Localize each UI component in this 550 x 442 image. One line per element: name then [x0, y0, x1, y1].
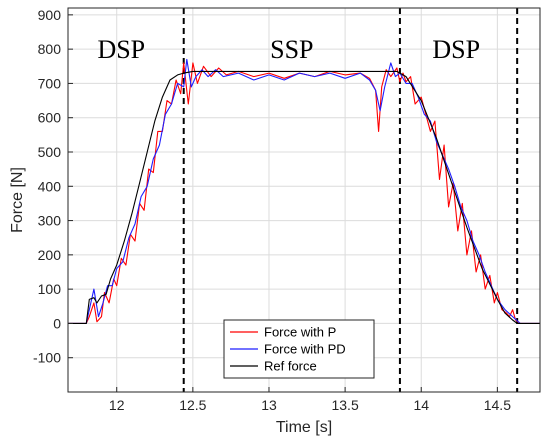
- x-tick-label: 12: [109, 397, 125, 413]
- legend-label: Force with PD: [264, 342, 346, 357]
- x-tick-label: 14: [413, 397, 429, 413]
- y-tick-label: -100: [33, 350, 61, 366]
- plot-frame: [67, 7, 541, 393]
- y-tick-label: 300: [38, 213, 62, 229]
- phase-label: DSP: [97, 35, 145, 64]
- y-axis-title: Force [N]: [9, 167, 26, 233]
- y-tick-label: 400: [38, 178, 62, 194]
- x-tick-label: 13.5: [331, 397, 358, 413]
- series-line: [68, 70, 540, 324]
- ticks: 12 12.5 13 13.5 14 14.5 -100 0 100 200 300 400 500 60…: [33, 7, 511, 413]
- x-tick-label: 13: [261, 397, 277, 413]
- legend-label: Ref force: [264, 359, 317, 374]
- legend-label: Force with P: [264, 325, 336, 340]
- x-tick-label: 12.5: [179, 397, 206, 413]
- y-tick-label: 800: [38, 41, 62, 57]
- x-axis-title: Time [s]: [276, 419, 332, 436]
- y-tick-label: 900: [38, 7, 62, 23]
- phase-boundaries: [182, 8, 519, 392]
- legend: Force with P Force with PD Ref force: [223, 319, 375, 379]
- grid: [68, 8, 540, 392]
- phase-label: SSP: [270, 35, 313, 64]
- y-tick-label: 600: [38, 110, 62, 126]
- y-tick-label: 200: [38, 247, 62, 263]
- series-layer: [68, 58, 540, 324]
- y-tick-label: 0: [53, 315, 61, 331]
- y-tick-label: 100: [38, 281, 62, 297]
- y-tick-label: 500: [38, 144, 62, 160]
- phase-label: DSP: [432, 35, 480, 64]
- x-tick-label: 14.5: [484, 397, 511, 413]
- series-line: [68, 62, 540, 324]
- series-line: [68, 58, 540, 324]
- phase-labels: DSP SSP DSP: [97, 35, 480, 64]
- y-tick-label: 700: [38, 75, 62, 91]
